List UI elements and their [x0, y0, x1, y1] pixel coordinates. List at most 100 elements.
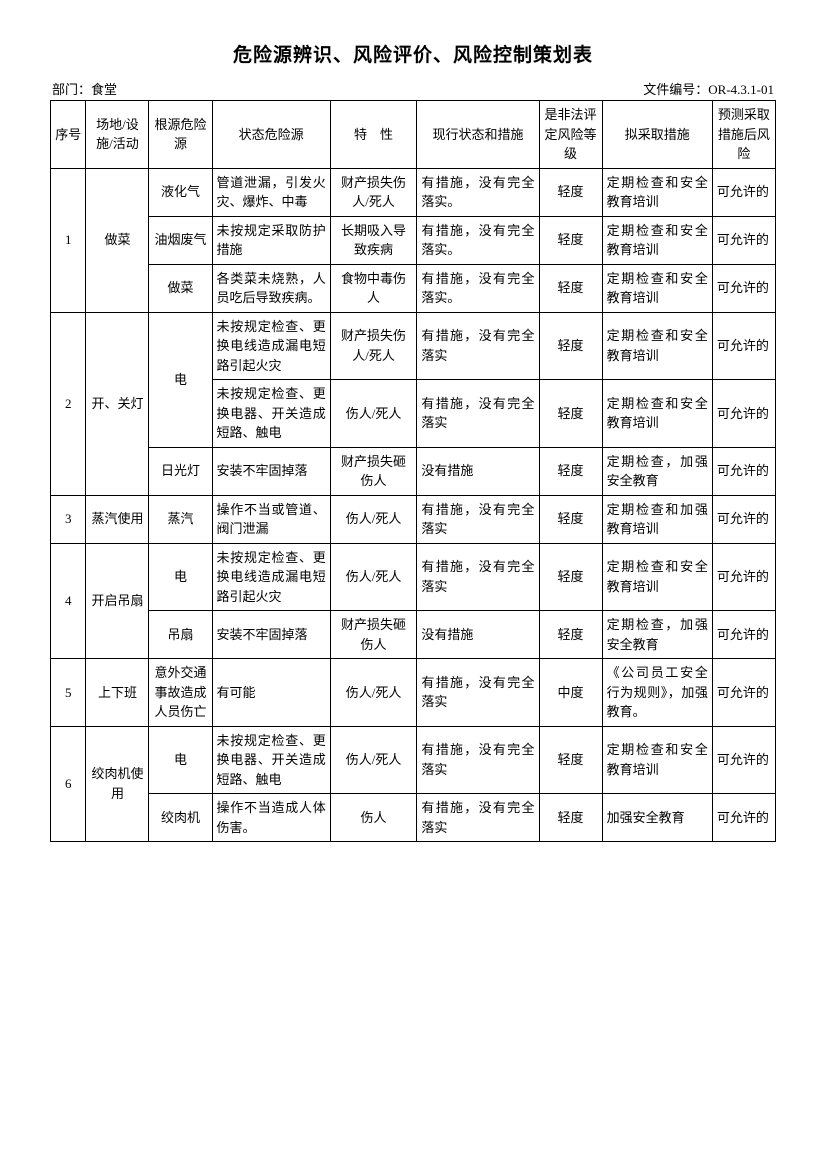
- header-row: 序号 场地/设施/活动 根源危险源 状态危险源 特 性 现行状态和措施 是非法评…: [51, 101, 776, 169]
- cell-root: 电: [149, 312, 212, 447]
- cell-action: 定期检查和安全教育培训: [602, 543, 712, 611]
- cell-post: 可允许的: [712, 216, 775, 264]
- cell-risk: 轻度: [539, 726, 602, 794]
- cell-post: 可允许的: [712, 543, 775, 611]
- th-location: 场地/设施/活动: [86, 101, 149, 169]
- cell-char: 伤人/死人: [330, 543, 417, 611]
- cell-current: 有措施，没有完全落实: [417, 543, 539, 611]
- cell-risk: 轻度: [539, 168, 602, 216]
- cell-post: 可允许的: [712, 794, 775, 842]
- cell-action: 定期检查和安全教育培训: [602, 312, 712, 380]
- table-row: 油烟废气未按规定采取防护措施长期吸入导致疾病有措施，没有完全落实。轻度定期检查和…: [51, 216, 776, 264]
- cell-current: 没有措施: [417, 611, 539, 659]
- table-row: 吊扇安装不牢固掉落财产损失砸伤人没有措施轻度定期检查，加强安全教育可允许的: [51, 611, 776, 659]
- th-action: 拟采取措施: [602, 101, 712, 169]
- cell-risk: 轻度: [539, 380, 602, 448]
- cell-state: 未按规定检查、更换电器、开关造成短路、触电: [212, 726, 330, 794]
- docno: 文件编号：OR-4.3.1-01: [643, 79, 774, 98]
- cell-risk: 轻度: [539, 611, 602, 659]
- cell-current: 有措施，没有完全落实。: [417, 168, 539, 216]
- cell-post: 可允许的: [712, 168, 775, 216]
- table-row: 6绞肉机使用电未按规定检查、更换电器、开关造成短路、触电伤人/死人有措施，没有完…: [51, 726, 776, 794]
- th-post: 预测采取措施后风险: [712, 101, 775, 169]
- cell-char: 财产损失伤人/死人: [330, 168, 417, 216]
- cell-char: 伤人/死人: [330, 495, 417, 543]
- th-current: 现行状态和措施: [417, 101, 539, 169]
- docno-value: OR-4.3.1-01: [708, 82, 774, 97]
- cell-risk: 轻度: [539, 312, 602, 380]
- cell-state: 操作不当或管道、阀门泄漏: [212, 495, 330, 543]
- cell-root: 意外交通事故造成人员伤亡: [149, 659, 212, 727]
- cell-seq: 3: [51, 495, 86, 543]
- meta-row: 部门：食堂 文件编号：OR-4.3.1-01: [50, 79, 776, 98]
- cell-current: 有措施，没有完全落实: [417, 312, 539, 380]
- cell-risk: 轻度: [539, 264, 602, 312]
- cell-seq: 6: [51, 726, 86, 842]
- cell-state: 未按规定检查、更换电器、开关造成短路、触电: [212, 380, 330, 448]
- cell-post: 可允许的: [712, 495, 775, 543]
- cell-action: 加强安全教育: [602, 794, 712, 842]
- cell-location: 开启吊扇: [86, 543, 149, 659]
- cell-char: 伤人/死人: [330, 726, 417, 794]
- cell-root: 电: [149, 543, 212, 611]
- cell-seq: 5: [51, 659, 86, 727]
- cell-action: 定期检查和安全教育培训: [602, 264, 712, 312]
- th-seq: 序号: [51, 101, 86, 169]
- cell-current: 有措施，没有完全落实: [417, 726, 539, 794]
- th-root: 根源危险源: [149, 101, 212, 169]
- cell-risk: 轻度: [539, 447, 602, 495]
- cell-action: 定期检查，加强安全教育: [602, 447, 712, 495]
- cell-seq: 2: [51, 312, 86, 495]
- cell-action: 定期检查和加强教育培训: [602, 495, 712, 543]
- cell-action: 定期检查和安全教育培训: [602, 726, 712, 794]
- cell-root: 绞肉机: [149, 794, 212, 842]
- table-row: 绞肉机操作不当造成人体伤害。伤人有措施，没有完全落实轻度加强安全教育可允许的: [51, 794, 776, 842]
- cell-state: 未按规定检查、更换电线造成漏电短路引起火灾: [212, 312, 330, 380]
- cell-char: 长期吸入导致疾病: [330, 216, 417, 264]
- cell-location: 蒸汽使用: [86, 495, 149, 543]
- cell-action: 定期检查，加强安全教育: [602, 611, 712, 659]
- cell-post: 可允许的: [712, 264, 775, 312]
- cell-post: 可允许的: [712, 380, 775, 448]
- cell-char: 食物中毒伤人: [330, 264, 417, 312]
- page-title: 危险源辨识、风险评价、风险控制策划表: [50, 40, 776, 67]
- cell-seq: 4: [51, 543, 86, 659]
- cell-post: 可允许的: [712, 312, 775, 380]
- cell-root: 蒸汽: [149, 495, 212, 543]
- cell-risk: 轻度: [539, 794, 602, 842]
- cell-action: 定期检查和安全教育培训: [602, 216, 712, 264]
- cell-state: 未按规定采取防护措施: [212, 216, 330, 264]
- dept-value: 食堂: [91, 82, 117, 97]
- dept: 部门：食堂: [52, 79, 117, 98]
- table-row: 日光灯安装不牢固掉落财产损失砸伤人没有措施轻度定期检查，加强安全教育可允许的: [51, 447, 776, 495]
- cell-state: 有可能: [212, 659, 330, 727]
- cell-char: 财产损失砸伤人: [330, 611, 417, 659]
- cell-post: 可允许的: [712, 447, 775, 495]
- cell-current: 有措施，没有完全落实: [417, 380, 539, 448]
- cell-char: 财产损失伤人/死人: [330, 312, 417, 380]
- cell-risk: 中度: [539, 659, 602, 727]
- cell-current: 有措施，没有完全落实: [417, 495, 539, 543]
- table-row: 2开、关灯电未按规定检查、更换电线造成漏电短路引起火灾财产损失伤人/死人有措施，…: [51, 312, 776, 380]
- cell-state: 安装不牢固掉落: [212, 447, 330, 495]
- cell-char: 伤人/死人: [330, 380, 417, 448]
- cell-root: 油烟废气: [149, 216, 212, 264]
- cell-action: 定期检查和安全教育培训: [602, 168, 712, 216]
- cell-risk: 轻度: [539, 543, 602, 611]
- cell-state: 各类菜未烧熟，人员吃后导致疾病。: [212, 264, 330, 312]
- cell-state: 安装不牢固掉落: [212, 611, 330, 659]
- cell-char: 财产损失砸伤人: [330, 447, 417, 495]
- dept-label: 部门：: [52, 82, 91, 97]
- table-row: 5上下班意外交通事故造成人员伤亡有可能伤人/死人有措施，没有完全落实中度《公司员…: [51, 659, 776, 727]
- cell-location: 上下班: [86, 659, 149, 727]
- cell-post: 可允许的: [712, 659, 775, 727]
- cell-risk: 轻度: [539, 495, 602, 543]
- cell-state: 管道泄漏，引发火灾、爆炸、中毒: [212, 168, 330, 216]
- cell-current: 有措施，没有完全落实: [417, 794, 539, 842]
- th-risk: 是非法评定风险等级: [539, 101, 602, 169]
- table-row: 做菜各类菜未烧熟，人员吃后导致疾病。食物中毒伤人有措施，没有完全落实。轻度定期检…: [51, 264, 776, 312]
- cell-state: 未按规定检查、更换电线造成漏电短路引起火灾: [212, 543, 330, 611]
- cell-char: 伤人/死人: [330, 659, 417, 727]
- cell-post: 可允许的: [712, 726, 775, 794]
- th-char: 特 性: [330, 101, 417, 169]
